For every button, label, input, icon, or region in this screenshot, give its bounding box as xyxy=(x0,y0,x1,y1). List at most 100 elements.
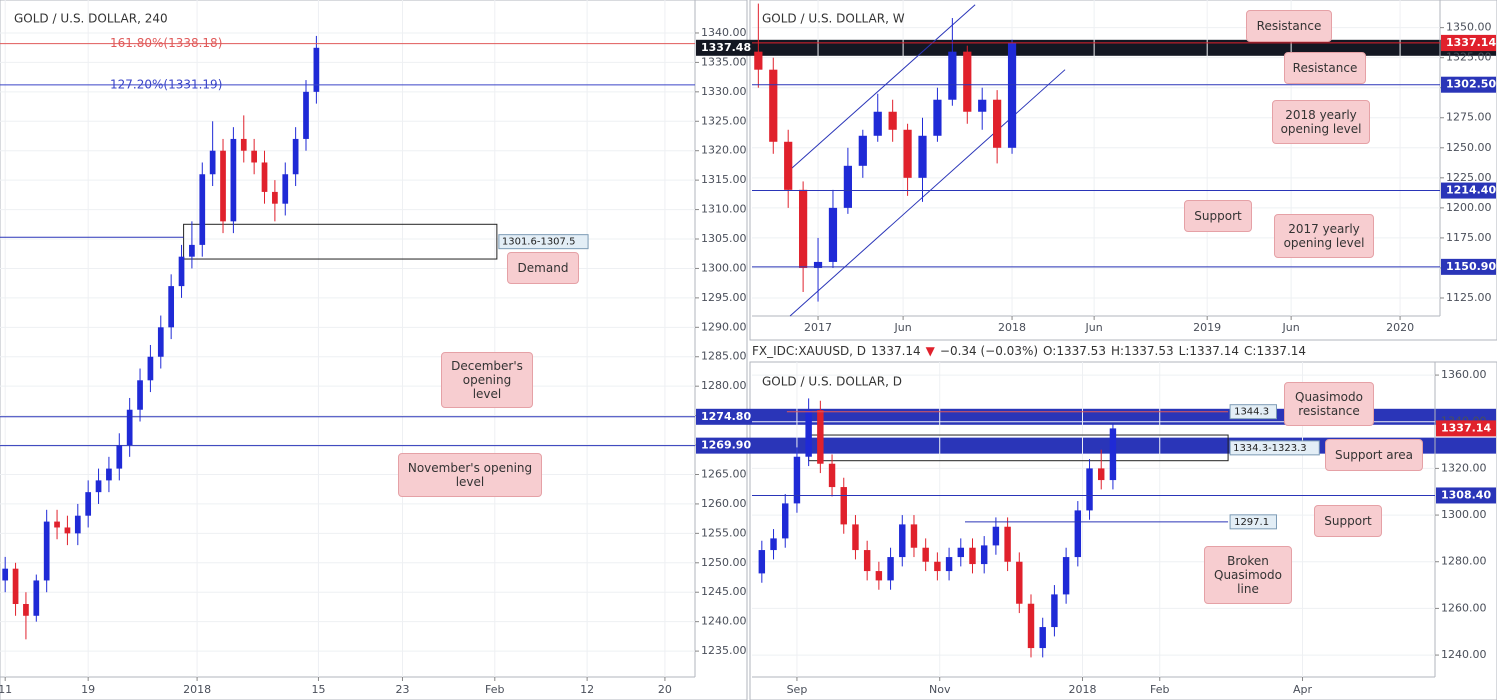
candle-body xyxy=(1016,561,1023,604)
candle-body xyxy=(843,165,852,208)
candle-body xyxy=(74,515,81,534)
candle-body xyxy=(828,463,836,488)
x-tick-label: 2018 xyxy=(183,683,211,696)
y-tick-label: 1240.00 xyxy=(1441,648,1487,661)
close: C:1337.14 xyxy=(1244,344,1307,358)
chart-title: GOLD / U.S. DOLLAR, 240 xyxy=(14,12,168,26)
last-price: 1337.14 xyxy=(871,344,921,358)
candle-body xyxy=(157,327,164,357)
candle-body xyxy=(963,51,972,112)
change: −0.34 (−0.03%) xyxy=(939,344,1039,358)
annotation: November's opening level xyxy=(398,453,542,497)
candle-body xyxy=(12,568,19,605)
candle-body xyxy=(933,99,942,136)
x-tick-label: Sep xyxy=(787,683,808,696)
candle-body xyxy=(168,286,175,328)
annotation: Support xyxy=(1314,505,1382,537)
candle-body xyxy=(1098,468,1105,481)
x-tick-label: Nov xyxy=(929,683,951,696)
y-tick-label: 1275.00 xyxy=(1446,111,1492,124)
y-tick-label: 1280.00 xyxy=(701,379,747,392)
panel-frame xyxy=(0,0,748,700)
x-tick-label: Apr xyxy=(1293,683,1313,696)
candle-body xyxy=(793,456,801,504)
candle-body xyxy=(828,207,838,262)
annotation: Support area xyxy=(1325,439,1423,471)
candle-body xyxy=(251,150,257,163)
chart-title: GOLD / U.S. DOLLAR, W xyxy=(762,12,905,26)
annotation: Support xyxy=(1184,200,1252,232)
y-tick-label: 1325.00 xyxy=(701,114,747,127)
candle-body xyxy=(888,111,897,130)
price-tag xyxy=(1441,182,1496,199)
candle-body xyxy=(303,91,309,139)
y-tick-label: 1225.00 xyxy=(1446,171,1492,184)
trendline xyxy=(789,69,1066,317)
y-tick-label: 1125.00 xyxy=(1446,291,1492,304)
candle-body xyxy=(2,568,9,581)
y-tick-label: 1300.00 xyxy=(701,261,747,274)
symbol-header: FX_IDC:XAUUSD, D 1337.14 ▼ −0.34 (−0.03%… xyxy=(752,342,1306,360)
annotation: Resistance xyxy=(1246,10,1332,42)
panel-frame xyxy=(749,0,1497,341)
x-tick-label: 20 xyxy=(658,683,672,696)
price-tag-label: 1337.48 xyxy=(701,41,751,54)
x-tick-label: Jun xyxy=(1282,321,1300,334)
candle-body xyxy=(858,135,867,166)
y-tick-label: 1315.00 xyxy=(701,173,747,186)
x-tick-label: 23 xyxy=(395,683,409,696)
y-tick-label: 1260.00 xyxy=(1441,601,1487,614)
price-tag-label: 1269.90 xyxy=(701,439,751,452)
price-tag-label: 1337.14 xyxy=(1446,36,1496,49)
candle-body xyxy=(272,191,278,204)
price-tag xyxy=(1441,76,1496,93)
y-tick-label: 1290.00 xyxy=(701,320,747,333)
candle-body xyxy=(1007,42,1017,148)
y-tick-label: 1335.00 xyxy=(701,55,747,68)
zone-label-box xyxy=(1229,440,1320,456)
candle-body xyxy=(1086,468,1093,511)
candle-body xyxy=(852,524,859,551)
y-tick-label: 1280.00 xyxy=(1441,555,1487,568)
level-text: 127.20%(1331.19) xyxy=(110,77,222,91)
candle-body xyxy=(23,604,29,616)
level-label-box xyxy=(1229,404,1277,420)
x-tick-label: 11 xyxy=(0,683,12,696)
price-tag-label: 1308.40 xyxy=(1441,488,1491,501)
candle-body xyxy=(240,138,247,151)
x-tick-label: 2018 xyxy=(998,321,1026,334)
annotation: Demand xyxy=(507,252,579,284)
price-tag xyxy=(1436,487,1496,504)
y-tick-label: 1350.00 xyxy=(1446,21,1492,34)
price-tag-label: 1214.40 xyxy=(1446,184,1496,197)
x-tick-label: Feb xyxy=(1150,683,1169,696)
candle-body xyxy=(282,174,289,204)
x-tick-label: Jun xyxy=(1085,321,1103,334)
candle-body xyxy=(43,521,50,581)
candle-body xyxy=(230,138,237,222)
price-tag-label: 1274.80 xyxy=(701,410,751,423)
candle-body xyxy=(969,547,976,565)
y-tick-label: 1340.00 xyxy=(701,26,747,39)
price-tag xyxy=(1441,35,1496,52)
candle-body xyxy=(899,524,906,558)
candle-body xyxy=(1027,603,1035,649)
trendline xyxy=(789,4,976,171)
candle-body xyxy=(813,261,823,268)
candle-body xyxy=(918,135,927,178)
y-tick-label: 1360.00 xyxy=(1441,368,1487,381)
y-tick-label: 1300.00 xyxy=(1441,508,1487,521)
candle-body xyxy=(922,547,929,562)
candle-body xyxy=(817,410,824,464)
y-tick-label: 1250.00 xyxy=(1446,141,1492,154)
candle-body xyxy=(980,545,988,565)
x-tick-label: 2017 xyxy=(804,321,832,334)
y-tick-label: 1305.00 xyxy=(701,232,747,245)
y-tick-label: 1250.00 xyxy=(701,556,747,569)
candle-body xyxy=(805,410,812,457)
candle-body xyxy=(957,547,965,558)
candle-body xyxy=(220,150,226,222)
annotation: December's opening level xyxy=(441,352,533,408)
candle-body xyxy=(948,51,957,100)
